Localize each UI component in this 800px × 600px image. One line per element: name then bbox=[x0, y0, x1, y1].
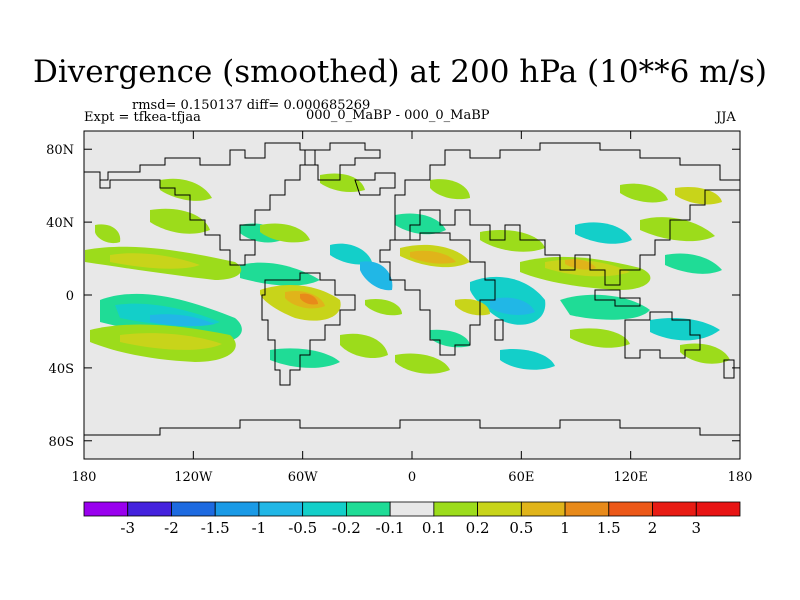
colorbar-swatch bbox=[520, 501, 566, 517]
divergence-region bbox=[160, 178, 212, 201]
season-label: JJA bbox=[716, 110, 736, 125]
colorbar-swatch bbox=[477, 501, 522, 517]
coastline-antarctica bbox=[84, 419, 740, 436]
divergence-region bbox=[675, 186, 722, 205]
colorbar-tick-label: 3 bbox=[691, 519, 701, 537]
subtitle-label: 000_0_MaBP - 000_0_MaBP bbox=[306, 108, 490, 123]
x-tick-label: 60W bbox=[288, 470, 319, 485]
divergence-region bbox=[620, 183, 668, 203]
colorbar-swatch bbox=[345, 501, 391, 517]
coastline-eurasia bbox=[394, 142, 740, 286]
colorbar-tick-label: -1.5 bbox=[201, 519, 230, 537]
axes: 180 120W 60W 0 60E 120E 180 80N 40N 0 40S 80S bbox=[46, 131, 752, 485]
divergence-region bbox=[260, 223, 310, 243]
colorbar-tick-label: -0.1 bbox=[376, 519, 405, 537]
stats-label: rmsd= 0.150137 diff= 0.000685269 bbox=[132, 98, 371, 113]
y-tick-label: 80N bbox=[46, 143, 74, 158]
colorbar-swatch bbox=[695, 501, 741, 517]
convergence-region bbox=[270, 348, 340, 368]
colorbar-tick-label: 2 bbox=[648, 519, 658, 537]
convergence-region bbox=[665, 253, 722, 274]
coastlines bbox=[84, 142, 740, 436]
colorbar-tick-label: 0.5 bbox=[509, 519, 533, 537]
divergence-region bbox=[365, 298, 402, 316]
colorbar-tick-label: 0.1 bbox=[422, 519, 446, 537]
coastline-greenland bbox=[354, 172, 396, 196]
colorbar: -3 -2 -1.5 -1 -0.5 -0.2 -0.1 0.1 0.2 0.5 1 1.5 2 3 bbox=[83, 501, 741, 537]
x-tick-label: 180 bbox=[728, 470, 753, 485]
convergence-region bbox=[575, 222, 632, 244]
divergence-region bbox=[480, 229, 545, 252]
colorbar-tick-label: 0.2 bbox=[466, 519, 490, 537]
colorbar-swatch bbox=[214, 501, 260, 517]
colorbar-swatch bbox=[258, 501, 304, 517]
experiment-label: Expt = tfkea-tfjaa bbox=[84, 110, 201, 125]
y-tick-label: 40N bbox=[46, 216, 74, 231]
colorbar-swatch bbox=[652, 501, 697, 517]
coastline-new-zealand bbox=[723, 359, 735, 379]
divergence-region bbox=[110, 253, 200, 269]
divergence-region bbox=[430, 179, 470, 200]
divergence-region bbox=[320, 173, 365, 193]
convergence-region bbox=[490, 297, 535, 315]
colorbar-swatch bbox=[608, 501, 653, 517]
x-tick-label: 180 bbox=[72, 470, 97, 485]
divergence-region bbox=[455, 298, 490, 316]
divergence-region bbox=[640, 217, 715, 242]
x-tick-label: 120E bbox=[614, 470, 648, 485]
coastline-madagascar bbox=[494, 319, 504, 341]
colorbar-swatch bbox=[83, 501, 129, 517]
y-tick-label: 80S bbox=[49, 435, 74, 450]
colorbar-swatch bbox=[127, 501, 172, 517]
divergence-region bbox=[300, 293, 318, 305]
colorbar-tick-label: -1 bbox=[252, 519, 267, 537]
coastline-south-america bbox=[261, 272, 356, 386]
x-tick-label: 120W bbox=[174, 470, 213, 485]
x-tick-label: 60E bbox=[508, 470, 534, 485]
divergence-region bbox=[570, 328, 630, 348]
colorbar-swatch bbox=[389, 501, 435, 517]
divergence-region bbox=[565, 259, 596, 270]
divergence-region bbox=[120, 333, 222, 350]
chart-title: Divergence (smoothed) at 200 hPa (10**6 … bbox=[33, 54, 767, 90]
convergence-region bbox=[500, 348, 555, 370]
colorbar-tick-label: 1.5 bbox=[597, 519, 621, 537]
colorbar-swatch bbox=[171, 501, 216, 517]
colorbar-tick-label: -3 bbox=[120, 519, 135, 537]
divergence-region bbox=[410, 250, 456, 264]
coastline-australia bbox=[624, 311, 701, 359]
convergence-region bbox=[560, 294, 650, 320]
convergence-region bbox=[330, 243, 372, 265]
colorbar-swatch bbox=[302, 501, 347, 517]
coastline-africa bbox=[379, 232, 496, 356]
convergence-region bbox=[360, 261, 393, 291]
divergence-region bbox=[680, 343, 730, 364]
coastline-north-america bbox=[84, 142, 316, 266]
coastline-arctic-islands bbox=[304, 142, 381, 181]
colorbar-tick-label: -2 bbox=[164, 519, 179, 537]
colorbar-tick-label: -0.2 bbox=[332, 519, 361, 537]
y-tick-label: 0 bbox=[66, 289, 74, 304]
colorbar-tick-label: -0.5 bbox=[288, 519, 317, 537]
colorbar-tick-label: 1 bbox=[560, 519, 570, 537]
divergence-region bbox=[340, 333, 388, 359]
x-tick-label: 0 bbox=[408, 470, 416, 485]
coastline-indonesia bbox=[594, 289, 641, 307]
colorbar-swatch bbox=[564, 501, 610, 517]
divergence-region bbox=[150, 208, 210, 234]
convergence-region bbox=[150, 314, 215, 327]
divergence-region bbox=[95, 224, 121, 244]
convergence-region bbox=[650, 318, 720, 341]
divergence-region bbox=[395, 353, 450, 374]
colorbar-swatch bbox=[433, 501, 479, 517]
y-tick-label: 40S bbox=[49, 362, 74, 377]
